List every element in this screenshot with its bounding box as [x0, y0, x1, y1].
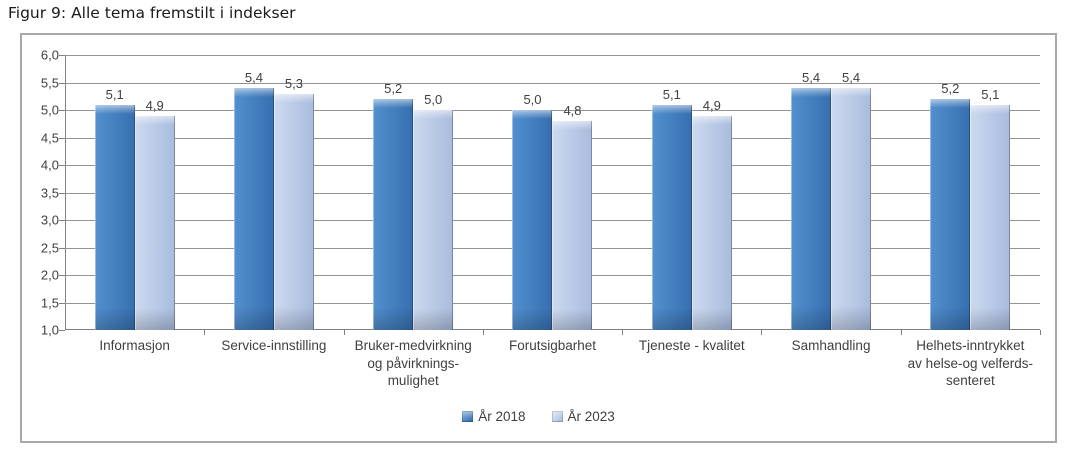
category-label: Informasjon	[99, 338, 170, 353]
y-axis-tick	[59, 302, 65, 304]
bar-value-label: 5,1	[981, 86, 1000, 102]
x-axis-tick	[761, 330, 763, 335]
y-axis-tick	[59, 247, 65, 249]
y-axis-labels: 6,0 5,5 5,0 4,5 4,0 3,5 3,0 2,5 2,0 1,5 1,0	[22, 48, 59, 338]
x-axis-tick	[1040, 330, 1041, 335]
bar-år-2018: 5,2	[930, 81, 971, 330]
x-axis-tick	[900, 330, 902, 335]
chart-frame: 6,0 5,5 5,0 4,5 4,0 3,5 3,0 2,5 2,0 1,5 1,0 5,1 4,9…	[20, 33, 1057, 443]
category-label: Bruker-medvirkning og påvirknings- mulig…	[354, 338, 472, 389]
bar-år-2023: 4,8	[552, 103, 593, 330]
bar-value-label: 5,2	[384, 81, 403, 96]
y-axis-tick-label: 3,0	[40, 212, 59, 228]
legend-swatch	[462, 411, 474, 422]
bar-value-label: 4,8	[563, 103, 582, 118]
y-axis-tick-label: 1,5	[40, 295, 59, 310]
bar-value-label: 5,1	[662, 86, 681, 102]
legend-label: År 2018	[478, 409, 526, 424]
y-axis-tick-label: 2,5	[40, 240, 59, 255]
legend: År 2018 År 2023	[22, 409, 1055, 424]
y-axis-tick	[59, 220, 65, 221]
bar-group: 5,4 5,3	[204, 55, 343, 330]
y-axis-tick	[59, 192, 65, 194]
bar-group: 5,1 4,9	[622, 55, 761, 330]
y-axis-tick-label: 2,0	[40, 267, 59, 283]
legend-item: År 2023	[551, 409, 615, 424]
bar-år-2023: 5,1	[970, 87, 1011, 330]
bar-år-2018: 5,4	[233, 70, 274, 330]
bar-år-2018: 5,1	[651, 87, 692, 330]
category-label: Tjeneste - kvalitet	[638, 338, 745, 353]
bar-value-label: 5,2	[941, 81, 960, 96]
bar-value-label: 5,0	[424, 92, 443, 107]
bar-group: 5,2 5,1	[901, 55, 1040, 330]
y-axis-tick	[59, 137, 65, 139]
bar-value-label: 4,9	[702, 97, 721, 113]
y-axis-tick	[59, 55, 65, 56]
legend-label: År 2023	[567, 409, 615, 424]
gridline	[65, 110, 1040, 111]
x-axis-tick	[482, 330, 484, 335]
x-axis-tick	[204, 330, 206, 335]
x-axis-tick	[622, 330, 624, 335]
y-axis-tick	[59, 82, 65, 84]
bar-år-2023: 5,3	[273, 76, 314, 330]
y-axis-tick-label: 1,0	[40, 322, 59, 338]
category-label: Service-innstilling	[221, 338, 327, 353]
bar-value-label: 5,4	[244, 70, 263, 85]
category-label: Helhets-inntrykket av helse-og velferds-…	[907, 338, 1033, 389]
category-label: Samhandling	[791, 338, 871, 353]
bar-value-label: 5,4	[842, 70, 861, 85]
y-axis-tick	[59, 165, 65, 166]
figure-title: Figur 9: Alle tema fremstilt i indekser	[8, 4, 296, 22]
y-axis-tick-label: 3,5	[40, 185, 59, 200]
bar-group: 5,0 4,8	[483, 55, 622, 330]
y-axis-tick-label: 5,5	[40, 75, 59, 90]
y-axis-tick	[59, 110, 65, 111]
bar-group: 5,2 5,0	[344, 55, 483, 330]
y-axis-tick-label: 4,5	[40, 130, 59, 145]
y-axis-tick	[59, 275, 65, 276]
y-axis-tick	[59, 330, 65, 331]
bar-år-2018: 5,0	[512, 92, 553, 330]
bar-value-label: 5,0	[523, 92, 542, 107]
bar-år-2023: 5,0	[413, 92, 454, 330]
bar-år-2018: 5,2	[373, 81, 414, 330]
x-axis-tick	[343, 330, 345, 335]
y-axis-tick-label: 5,0	[40, 102, 59, 118]
bar-value-label: 5,4	[802, 70, 821, 85]
category-label: Forutsigbarhet	[508, 338, 596, 353]
y-axis-tick-label: 6,0	[40, 47, 59, 63]
legend-item: År 2018	[462, 409, 526, 424]
bar-år-2023: 5,4	[831, 70, 872, 330]
bar-group: 5,4 5,4	[761, 55, 900, 330]
bar-value-label: 5,1	[105, 86, 124, 102]
bar-value-label: 5,3	[284, 75, 303, 91]
legend-swatch	[551, 411, 563, 422]
y-axis-tick-label: 4,0	[40, 157, 59, 173]
bar-år-2018: 5,1	[94, 87, 135, 330]
plot-area: 5,1 4,9 5,4 5,3 5,2 5,0 5,0 4,8 5,1 4,9 5,4 5,4 5,2 5…	[59, 55, 1041, 335]
bar-value-label: 4,9	[145, 97, 164, 113]
bar-år-2023: 4,9	[134, 98, 175, 330]
bar-år-2018: 5,4	[791, 70, 832, 330]
bar-år-2023: 4,9	[691, 98, 732, 330]
gridline	[65, 82, 1040, 84]
gridline	[65, 55, 1040, 56]
x-axis-category-labels: Informasjon Service-innstilling Bruker-med…	[65, 337, 1040, 390]
bar-group: 5,1 4,9	[65, 55, 204, 330]
